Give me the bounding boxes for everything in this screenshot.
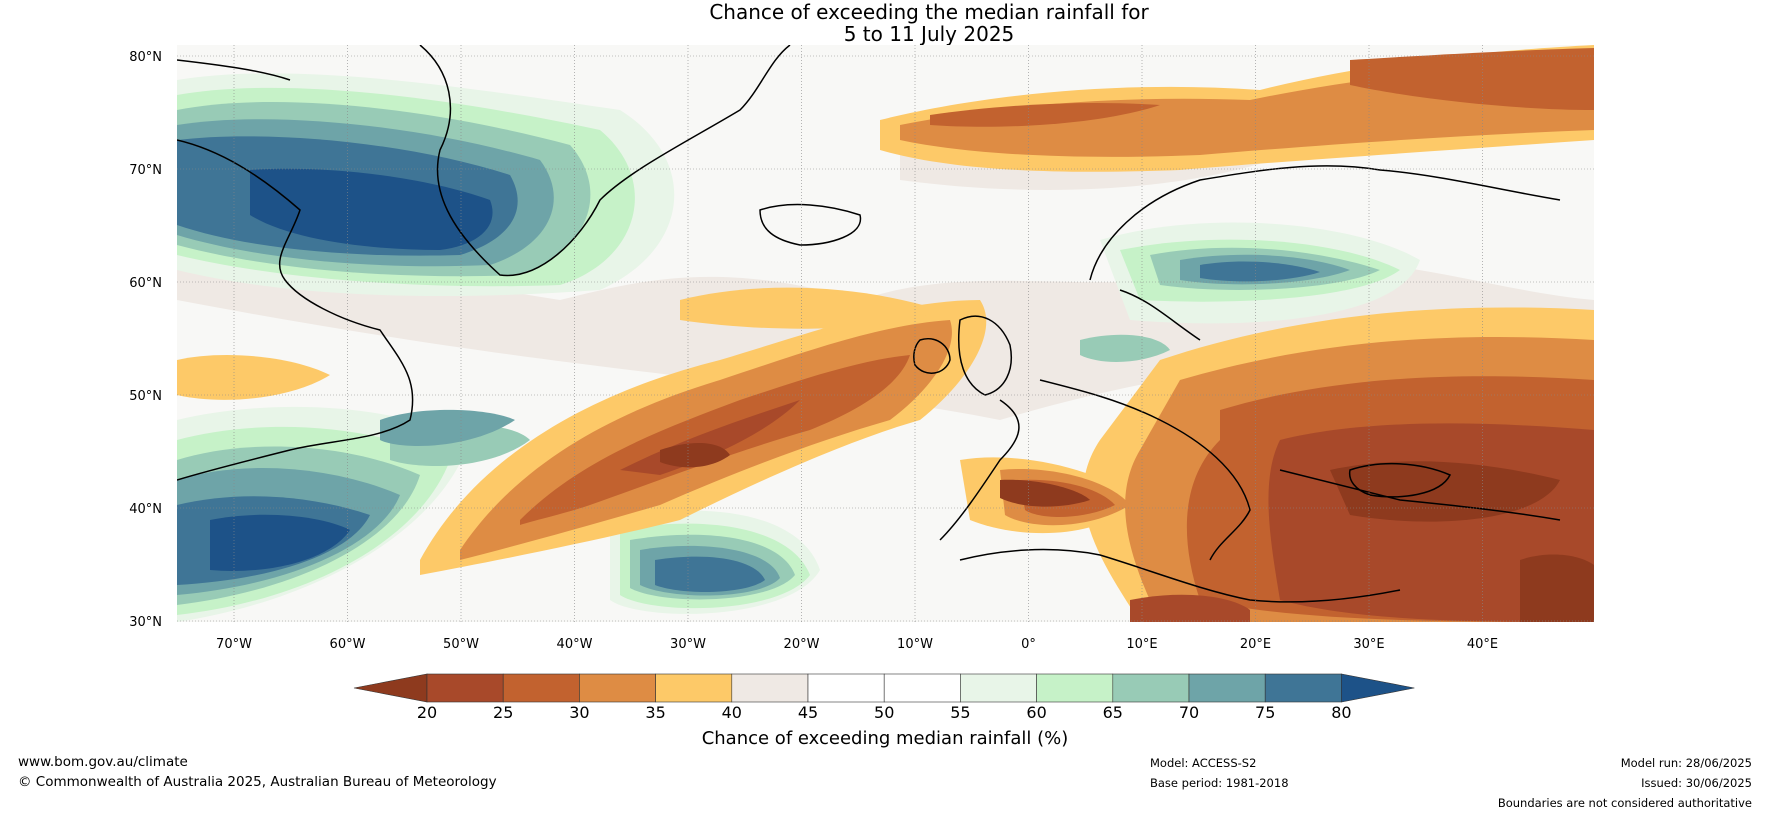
colorbar-tick-label: 30 [569, 703, 589, 722]
colorbar-tick-label: 80 [1331, 703, 1351, 722]
colorbar-bin [960, 673, 1037, 703]
lat-label: 60°N [129, 276, 162, 291]
colorbar-tick-label: 40 [722, 703, 742, 722]
website-text: www.bom.gov.au/climate [18, 754, 188, 770]
colorbar-label: Chance of exceeding median rainfall (%) [702, 728, 1069, 749]
map-area [177, 45, 1594, 622]
copyright-text: © Commonwealth of Australia 2025, Austra… [18, 774, 497, 790]
map-title-line1: Chance of exceeding the median rainfall … [709, 0, 1149, 24]
issued-text: Issued: 30/06/2025 [1641, 776, 1752, 790]
colorbar-over-triangle [1341, 673, 1415, 703]
lat-label: 80°N [129, 50, 162, 65]
scandinavia-coast [1089, 165, 1561, 341]
colorbar-tick-label: 35 [645, 703, 665, 722]
colorbar-bin [1112, 673, 1190, 703]
colorbar-tick-label: 65 [1103, 703, 1123, 722]
colorbar-bin [1036, 673, 1114, 703]
lon-label: 30°W [670, 637, 706, 652]
lon-label: 10°W [897, 637, 933, 652]
latitude-labels: 80°N 70°N 60°N 50°N 40°N 30°N [129, 50, 162, 630]
lon-label: 20°W [784, 637, 820, 652]
colorbar-tick-label: 55 [950, 703, 970, 722]
base-period-text: Base period: 1981-2018 [1150, 776, 1289, 790]
lat-label: 30°N [129, 615, 162, 630]
colorbar-bin [655, 673, 733, 703]
colorbar-bin [502, 673, 580, 703]
lon-label: 30°E [1353, 637, 1384, 652]
lon-label: 50°W [443, 637, 479, 652]
colorbar: 20 25 30 35 40 45 50 55 60 65 70 75 80 [353, 673, 1415, 722]
lon-label: 60°W [330, 637, 366, 652]
colorbar-bin [426, 673, 504, 703]
colorbar-tick-label: 45 [798, 703, 818, 722]
lon-label: 40°W [557, 637, 593, 652]
colorbar-bin [1264, 673, 1342, 703]
model-run-text: Model run: 28/06/2025 [1620, 756, 1752, 770]
africa-coast [959, 548, 1401, 603]
colorbar-tick-label: 60 [1026, 703, 1046, 722]
colorbar-bin [579, 673, 656, 703]
colorbar-bin [731, 673, 809, 703]
black-sea-coast [1348, 462, 1452, 498]
colorbar-tick-label: 50 [874, 703, 894, 722]
colorbar-bin [807, 673, 885, 703]
lat-label: 50°N [129, 389, 162, 404]
colorbar-bin [883, 673, 961, 703]
model-text: Model: ACCESS-S2 [1150, 756, 1257, 770]
lon-label: 10°E [1126, 637, 1157, 652]
gridlines [177, 45, 1594, 622]
longitude-labels: 70°W 60°W 50°W 40°W 30°W 20°W 10°W 0° 10°E 20°E 30… [216, 637, 1498, 652]
coastlines [177, 45, 1561, 603]
british-isles-coast [913, 315, 1012, 396]
colorbar-tick-label: 75 [1255, 703, 1275, 722]
colorbar-tick-label: 20 [417, 703, 437, 722]
colorbar-tick-label: 70 [1179, 703, 1199, 722]
lat-label: 70°N [129, 163, 162, 178]
colorbar-bin [1188, 673, 1266, 703]
dry-regions-under-20 [660, 443, 1594, 622]
lon-label: 0° [1021, 637, 1036, 652]
lat-label: 40°N [129, 502, 162, 517]
map-title-line2: 5 to 11 July 2025 [843, 22, 1015, 46]
lon-label: 40°E [1467, 637, 1498, 652]
colorbar-under-triangle [353, 673, 428, 703]
canada-coast [177, 59, 414, 481]
disclaimer-text: Boundaries are not considered authoritat… [1497, 796, 1752, 810]
greenland-coast [419, 45, 791, 277]
lon-label: 20°E [1240, 637, 1271, 652]
lon-label: 70°W [216, 637, 252, 652]
iceland-coast [759, 203, 862, 246]
colorbar-tick-label: 25 [493, 703, 513, 722]
